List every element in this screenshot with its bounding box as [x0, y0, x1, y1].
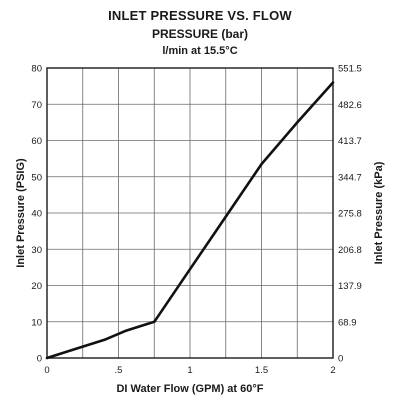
x-tick-label: 2: [330, 365, 335, 376]
x-axis: 0 .5 1 1.5 2: [44, 365, 335, 376]
x-axis-label: DI Water Flow (GPM) at 60°F: [116, 383, 263, 395]
y-tick-label-right: 551.5: [338, 64, 362, 75]
x-tick-label: 0: [44, 365, 49, 376]
y-tick-label-right: 275.8: [338, 209, 362, 220]
y-tick-label-right: 413.7: [338, 136, 362, 147]
y-tick-label-right: 344.7: [338, 172, 362, 183]
chart-subtitle: PRESSURE (bar): [151, 27, 249, 41]
y-tick-label-right: 137.9: [338, 281, 362, 292]
series-group: [45, 81, 335, 360]
y-tick-label-right: 482.6: [338, 100, 362, 111]
grid: [47, 68, 333, 358]
y-tick-label-left: 0: [37, 354, 42, 365]
y-tick-label-left: 70: [31, 100, 42, 111]
chart-subtitle-2: l/min at 15.5°C: [162, 45, 238, 57]
x-tick-label: 1: [187, 365, 192, 376]
y-tick-label-left: 10: [31, 317, 42, 328]
y-tick-label-left: 30: [31, 245, 42, 256]
chart-title: INLET PRESSURE VS. FLOW: [108, 8, 292, 23]
y-tick-label-left: 60: [31, 136, 42, 147]
y-tick-label-left: 20: [31, 281, 42, 292]
y-axis-left: 0 10 20 30 40 50 60 70 80: [31, 64, 42, 365]
plot-border: [46, 67, 334, 359]
y-axis-label-left: Inlet Pressure (PSIG): [15, 158, 27, 268]
y-axis-right: 0 68.9 137.9 206.8 275.8 344.7 413.7 482.6 551.5: [338, 64, 362, 365]
y-tick-label-left: 40: [31, 209, 42, 220]
x-tick-label: .5: [115, 365, 123, 376]
y-tick-label-right: 68.9: [338, 317, 357, 328]
y-tick-label-left: 80: [31, 64, 42, 75]
plot-frame: [46, 67, 334, 359]
y-tick-label-right: 0: [338, 354, 343, 365]
x-tick-label: 1.5: [255, 365, 268, 376]
y-tick-label-right: 206.8: [338, 245, 362, 256]
y-axis-label-right: Inlet Pressure (kPa): [373, 161, 385, 264]
series-line: [45, 81, 335, 360]
y-tick-label-left: 50: [31, 172, 42, 183]
